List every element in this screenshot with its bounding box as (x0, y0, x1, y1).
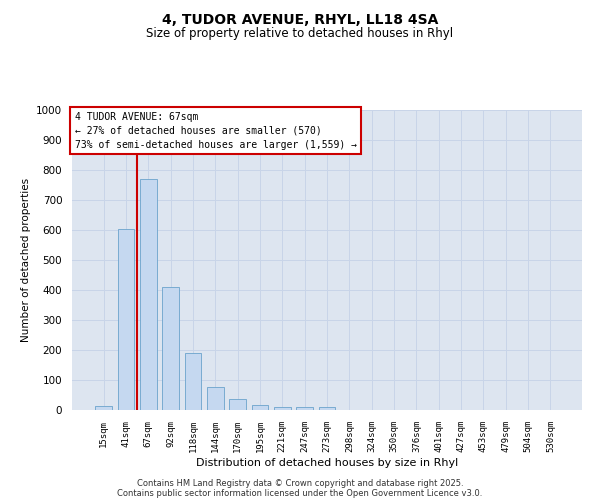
Bar (185, 353, 202, 410)
Text: Contains HM Land Registry data © Crown copyright and database right 2025.: Contains HM Land Registry data © Crown c… (137, 478, 463, 488)
Bar (118, 228, 134, 410)
Bar (207, 386, 224, 410)
Bar (274, 407, 290, 410)
Bar (319, 407, 335, 410)
Bar (140, 179, 157, 410)
Text: 4 TUDOR AVENUE: 67sqm
← 27% of detached houses are smaller (570)
73% of semi-det: 4 TUDOR AVENUE: 67sqm ← 27% of detached … (74, 112, 356, 150)
Bar (229, 398, 246, 410)
Text: 4, TUDOR AVENUE, RHYL, LL18 4SA: 4, TUDOR AVENUE, RHYL, LL18 4SA (162, 12, 438, 26)
Text: Contains public sector information licensed under the Open Government Licence v3: Contains public sector information licen… (118, 488, 482, 498)
Bar (162, 287, 179, 410)
Bar (95, 406, 112, 410)
X-axis label: Distribution of detached houses by size in Rhyl: Distribution of detached houses by size … (196, 458, 458, 468)
Text: Size of property relative to detached houses in Rhyl: Size of property relative to detached ho… (146, 28, 454, 40)
Bar (296, 407, 313, 410)
Bar (251, 404, 268, 410)
Y-axis label: Number of detached properties: Number of detached properties (20, 178, 31, 342)
